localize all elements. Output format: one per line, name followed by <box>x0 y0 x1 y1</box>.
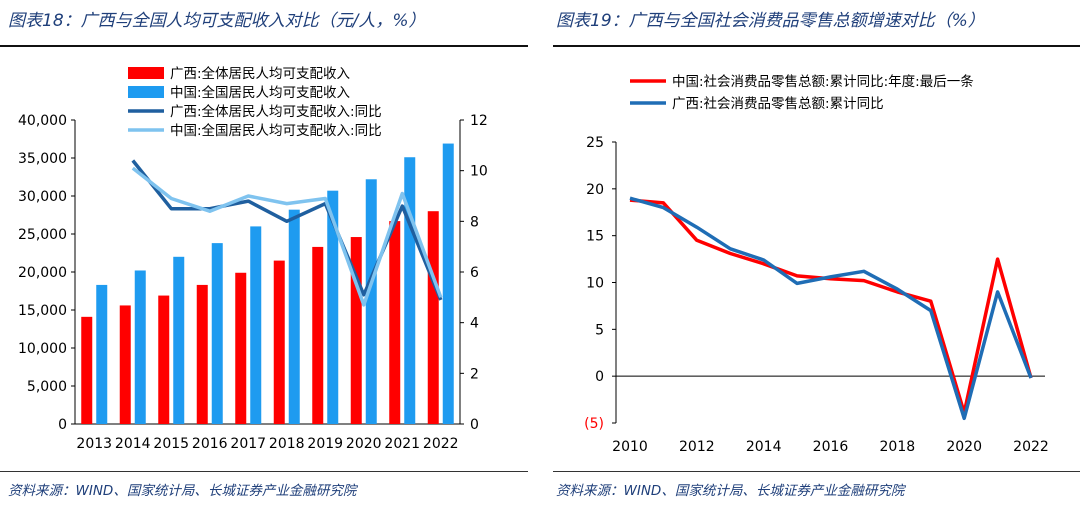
legend-label: 中国:全国居民人均可支配收入:同比 <box>170 122 382 139</box>
y-axis-tick-label: 5 <box>595 322 604 338</box>
guangxi-income-bar <box>427 211 439 424</box>
x-axis-tick-label: 2014 <box>746 439 782 455</box>
income-chart: 0 5,000 10,000 15,000 20,000 25,000 30,000 35,0… <box>18 65 488 452</box>
china-income-bar <box>211 243 223 424</box>
china-income-bar <box>173 256 185 424</box>
x-axis-tick-label: 2019 <box>307 436 343 452</box>
guangxi-retail-growth-line <box>629 196 1033 421</box>
guangxi-income-bar <box>350 237 362 424</box>
legend-label: 广西:全体居民人均可支配收入 <box>170 65 351 82</box>
left-axis-tick-label: 35,000 <box>18 151 67 167</box>
x-axis-tick-label: 2021 <box>384 436 420 452</box>
x-axis-tick-label: 2018 <box>269 436 305 452</box>
china-income-growth-line <box>131 166 443 307</box>
y-axis-tick-label: 10 <box>586 276 604 292</box>
legend-label: 广西:全体居民人均可支配收入:同比 <box>170 103 382 120</box>
left-axis-tick-label: 0 <box>58 417 67 433</box>
x-axis-tick-label: 2022 <box>1013 439 1049 455</box>
x-axis-tick-label: 2014 <box>115 436 151 452</box>
guangxi-income-bar <box>312 246 324 424</box>
right-axis-tick-label: 2 <box>470 366 479 382</box>
left-axis-tick-label: 20,000 <box>18 265 67 281</box>
china-income-bar <box>442 143 454 424</box>
x-axis-tick-label: 2012 <box>679 439 715 455</box>
left-axis-tick-label: 5,000 <box>27 379 67 395</box>
china-income-bar <box>365 179 377 424</box>
right-axis-tick-label: 4 <box>470 316 479 332</box>
y-axis-tick-label: 25 <box>586 135 604 151</box>
china-income-bar <box>96 284 108 424</box>
guangxi-income-bar <box>235 272 247 424</box>
x-axis-tick-label: 2016 <box>192 436 228 452</box>
x-axis-tick-label: 2017 <box>230 436 266 452</box>
left-axis-tick-label: 15,000 <box>18 303 67 319</box>
right-source-rule <box>553 471 1080 472</box>
x-axis-tick-label: 2020 <box>346 436 382 452</box>
legend-label: 广西:社会消费品零售总额:累计同比 <box>672 96 884 112</box>
x-axis-tick-label: 2010 <box>612 439 648 455</box>
guangxi-income-bar <box>81 316 93 424</box>
x-axis-tick-label: 2018 <box>880 439 916 455</box>
guangxi-income-bar <box>389 221 401 424</box>
y-axis-tick-label: (5) <box>584 416 604 432</box>
china-income-bar <box>134 270 146 424</box>
guangxi-income-bar <box>196 284 208 424</box>
china-retail-growth-line <box>629 198 1033 415</box>
right-axis-tick-label: 6 <box>470 265 479 281</box>
guangxi-income-bar <box>273 260 285 424</box>
china-income-bar <box>250 226 262 424</box>
y-axis-tick-label: 20 <box>586 182 604 198</box>
china-income-bar <box>327 190 339 424</box>
left-title-rule <box>0 45 528 47</box>
x-axis-tick-label: 2013 <box>76 436 112 452</box>
left-axis-tick-label: 25,000 <box>18 227 67 243</box>
china-income-bar <box>404 157 416 425</box>
right-axis-tick-label: 0 <box>470 417 479 433</box>
x-axis-tick-label: 2016 <box>813 439 849 455</box>
right-source-note: 资料来源：WIND、国家统计局、长城证券产业金融研究院 <box>556 483 905 499</box>
left-axis-tick-label: 30,000 <box>18 189 67 205</box>
y-axis-tick-label: 15 <box>586 229 604 245</box>
right-axis-tick-label: 10 <box>470 164 488 180</box>
legend-label: 中国:全国居民人均可支配收入 <box>170 84 351 101</box>
x-axis-tick-label: 2022 <box>423 436 459 452</box>
left-axis-tick-label: 10,000 <box>18 341 67 357</box>
right-title-rule <box>553 45 1080 47</box>
left-chart-title: 图表18：广西与全国人均可支配收入对比（元/人，%） <box>8 11 426 31</box>
left-source-note: 资料来源：WIND、国家统计局、长城证券产业金融研究院 <box>8 483 357 499</box>
legend-label: 中国:社会消费品零售总额:累计同比:年度:最后一条 <box>672 73 974 90</box>
retail-sales-chart: (5) 0 5 10 15 20 25 2010 2012 2014 2016 2018 2020 202… <box>584 73 1049 455</box>
right-chart-title: 图表19：广西与全国社会消费品零售总额增速对比（%） <box>556 11 985 31</box>
legend-swatch <box>128 67 164 79</box>
left-axis-tick-label: 40,000 <box>18 113 67 129</box>
legend-swatch <box>128 86 164 98</box>
x-axis-tick-label: 2020 <box>946 439 982 455</box>
guangxi-income-bar <box>119 305 131 424</box>
left-source-rule <box>0 471 528 472</box>
guangxi-income-bar <box>158 295 170 424</box>
x-axis-tick-label: 2015 <box>153 436 189 452</box>
y-axis-tick-label: 0 <box>595 369 604 385</box>
china-income-bar <box>288 209 300 424</box>
right-axis-tick-label: 12 <box>470 113 488 129</box>
right-axis-tick-label: 8 <box>470 214 479 230</box>
